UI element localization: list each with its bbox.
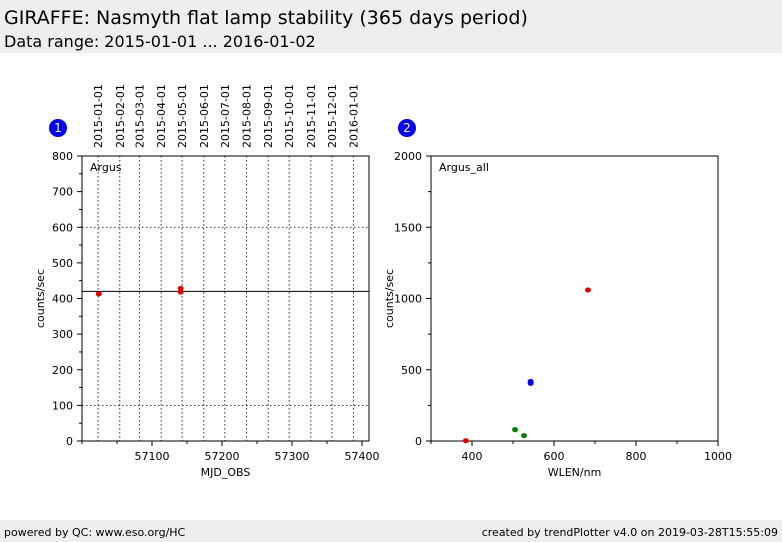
data-point [527,380,534,386]
y-tick-label: 800 [52,150,73,163]
date-tick-label: 2015-04-01 [155,84,168,148]
y-tick-label: 600 [52,221,73,234]
y-axis-label: counts/sec [383,269,396,328]
panel-label: Argus_all [439,161,489,174]
data-point [177,285,184,292]
plot-frame [81,155,370,442]
date-tick-label: 2015-05-01 [176,84,189,148]
y-tick-label: 200 [52,364,73,377]
y-tick-label: 0 [66,435,73,448]
panel-number-badge [49,119,67,137]
date-tick-label: 2015-11-01 [305,84,318,148]
data-point [462,438,469,444]
y-tick-label: 700 [52,186,73,199]
y-tick-label: 500 [401,364,422,377]
y-tick-label: 400 [52,293,73,306]
date-tick-label: 2015-06-01 [198,84,211,148]
date-tick-label: 2015-09-01 [262,84,275,148]
date-tick-label: 2015-02-01 [114,84,127,148]
page-title: GIRAFFE: Nasmyth flat lamp stability (36… [4,7,528,29]
date-tick-label: 2015-10-01 [283,84,296,148]
panel-number: 1 [54,121,62,135]
y-tick-label: 2000 [394,150,422,163]
x-tick-label: 800 [626,450,647,463]
footer-bar: powered by QC: www.eso.org/HC created by… [0,520,782,542]
data-point [521,432,528,439]
panel-label: Argus [90,161,122,174]
x-tick-label: 600 [544,450,565,463]
header-bar: GIRAFFE: Nasmyth flat lamp stability (36… [0,0,782,53]
x-axis-label: MJD_OBS [201,466,251,479]
x-axis-label: WLEN/nm [548,466,602,479]
plot-frame [430,155,719,442]
y-tick-label: 0 [415,435,422,448]
date-tick-label: 2015-12-01 [326,84,339,148]
data-point [585,287,592,293]
x-tick-label: 57400 [345,450,380,463]
panel-number-badge [398,119,416,137]
x-tick-label: 57300 [275,450,310,463]
date-tick-label: 2015-03-01 [133,84,146,148]
x-tick-label: 57100 [135,450,170,463]
date-tick-label: 2015-01-01 [92,84,105,148]
y-tick-label: 1500 [394,221,422,234]
y-tick-label: 300 [52,328,73,341]
y-tick-label: 1000 [394,293,422,306]
y-axis-label: counts/sec [34,269,47,328]
y-tick-label: 100 [52,399,73,412]
footer-powered-by: powered by QC: www.eso.org/HC [4,526,186,539]
data-point [512,427,519,433]
plots-canvas: 2015-01-01 2015-02-01 2015-03-01 2015-04-01… [34,84,732,479]
x-tick-label: 400 [462,450,483,463]
data-point [95,291,102,297]
x-tick-label: 1000 [704,450,732,463]
panel-1: 2015-01-01 2015-02-01 2015-03-01 2015-04-01… [34,84,380,479]
footer-created-by: created by trendPlotter v4.0 on 2019-03-… [481,526,778,539]
panel-2: 0 500 1000 1500 2000 400 600 800 1000 WLEN/nm coun… [383,119,732,479]
x-tick-label: 57200 [205,450,240,463]
data-point [177,289,184,295]
data-range-subtitle: Data range: 2015-01-01 ... 2016-01-02 [4,32,316,51]
date-tick-label: 2015-08-01 [241,84,254,148]
date-tick-label: 2016-01-01 [348,84,361,148]
date-tick-label: 2015-07-01 [219,84,232,148]
y-tick-label: 500 [52,257,73,270]
panel-number: 2 [403,121,411,135]
